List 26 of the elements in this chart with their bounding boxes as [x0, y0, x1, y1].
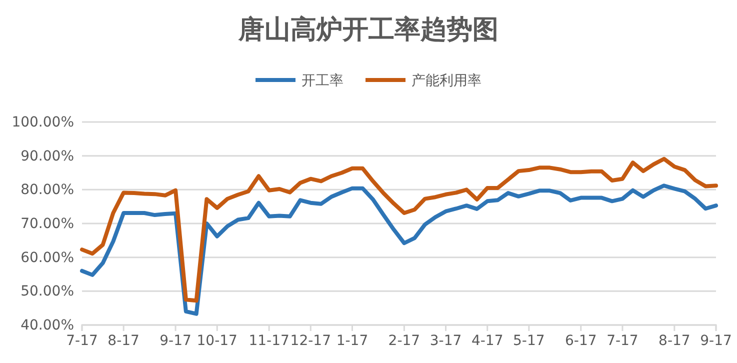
x-tick-label: 7-17 — [66, 332, 98, 349]
x-tick-label: 5-17 — [513, 332, 545, 349]
x-tick-label: 4-17 — [471, 332, 504, 349]
x-tick-label: 7-17 — [606, 332, 638, 349]
y-tick-label: 40.00% — [20, 317, 74, 334]
x-tick-label: 12-17 — [290, 332, 331, 349]
chart-title: 唐山高炉开工率趋势图 — [238, 15, 498, 45]
x-tick-label: 11-17 — [248, 332, 290, 349]
x-tick-label: 9-17 — [160, 332, 192, 349]
y-tick-label: 80.00% — [20, 182, 74, 198]
y-tick-label: 60.00% — [20, 250, 74, 266]
y-tick-label: 100.00% — [12, 114, 74, 130]
x-tick-label: 8-17 — [658, 332, 690, 349]
x-tick-label: 1-17 — [336, 332, 368, 349]
y-tick-label: 50.00% — [20, 284, 74, 300]
x-tick-label: 8-17 — [108, 332, 140, 349]
y-tick-label: 70.00% — [20, 216, 74, 232]
line-series — [80, 156, 718, 303]
y-tick-label: 90.00% — [20, 148, 74, 164]
x-tick-label: 9-17 — [700, 332, 732, 349]
x-tick-label: 3-17 — [430, 332, 462, 349]
x-tick-label: 10-17 — [196, 332, 238, 349]
x-tick-label: 2-17 — [388, 332, 420, 349]
legend-label: 开工率 — [302, 73, 344, 89]
x-tick-label: 6-17 — [564, 332, 597, 349]
legend-label: 产能利用率 — [412, 73, 482, 89]
